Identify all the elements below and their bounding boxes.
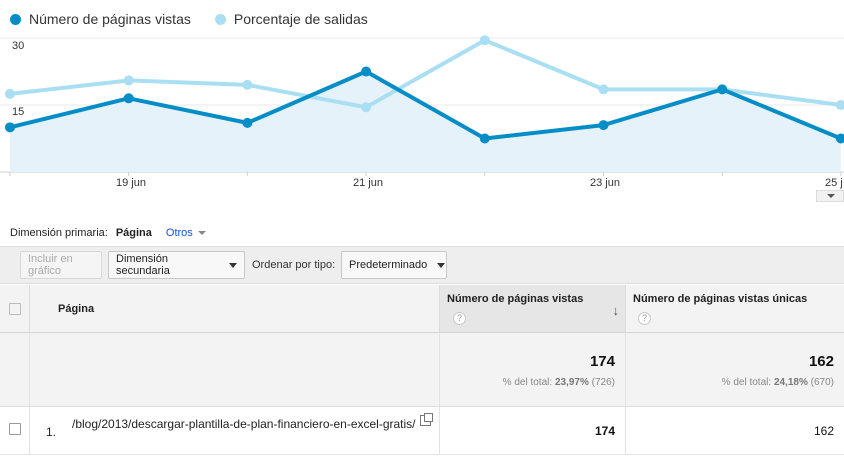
totals-checkbox-cell <box>0 333 30 406</box>
totals-page-cell <box>30 333 440 406</box>
external-link-icon[interactable] <box>420 413 433 426</box>
header-page-title: Página <box>58 303 95 315</box>
row-checkbox[interactable] <box>9 423 21 435</box>
row-checkbox-cell <box>0 407 30 454</box>
header-page-cell[interactable]: Página <box>30 285 440 332</box>
sort-descending-icon[interactable]: ↓ <box>612 303 620 318</box>
sort-type-label: Ordenar por tipo: <box>252 259 336 271</box>
chevron-down-icon <box>197 231 206 235</box>
sort-type-value: Predeterminado <box>349 259 428 271</box>
secondary-dimension-label: Dimensión secundaria <box>116 253 170 277</box>
series-line-exit-rate <box>9 38 842 110</box>
chart-svg <box>0 35 844 176</box>
y-tick-15: 15 <box>12 106 25 118</box>
header-views-title: Número de páginas vistas <box>447 293 584 305</box>
table-header-row: Página Número de páginas vistas ? ↓ Núme… <box>0 285 844 333</box>
secondary-dimension-dropdown[interactable]: Dimensión secundaria <box>108 251 245 279</box>
total-views-percent: % del total: 23,97% (726) <box>503 377 615 388</box>
total-unique-percent: % del total: 24,18% (670) <box>722 377 834 388</box>
total-views-value: 174 <box>589 353 615 370</box>
legend-item-exit-rate[interactable]: Porcentaje de salidas <box>214 11 368 27</box>
include-in-chart-label: Incluir en gráfico <box>28 253 73 277</box>
header-checkbox-cell <box>0 285 30 332</box>
total-views-percent-label: % del total: <box>502 377 553 388</box>
data-point-pageviews <box>242 117 253 128</box>
line-chart[interactable]: 30 15 19 jun 21 jun 23 jun 25 j <box>0 30 844 202</box>
primary-dimension-other[interactable]: Otros <box>166 227 206 239</box>
data-point-exit-rate <box>5 88 15 99</box>
row-views-value: 174 <box>594 424 615 438</box>
x-tick-19-jun: 19 jun <box>116 177 146 189</box>
legend-item-pageviews[interactable]: Número de páginas vistas <box>10 11 191 27</box>
select-all-checkbox[interactable] <box>9 303 21 315</box>
row-unique-value: 162 <box>813 424 834 438</box>
legend-label-exit-rate: Porcentaje de salidas <box>233 11 368 27</box>
totals-unique-cell: 162 % del total: 24,18% (670) <box>626 333 844 406</box>
header-views-cell[interactable]: Número de páginas vistas ? ↓ <box>440 285 626 332</box>
totals-views-cell: 174 % del total: 23,97% (726) <box>440 333 626 406</box>
data-point-exit-rate <box>123 75 134 86</box>
chevron-down-icon <box>229 262 237 268</box>
chart-range-dropdown[interactable] <box>816 190 844 202</box>
total-views-absolute: (726) <box>591 377 615 388</box>
chart-legend: Número de páginas vistas Porcentaje de s… <box>0 8 382 30</box>
data-point-exit-rate <box>479 35 490 46</box>
row-views-cell: 174 <box>440 407 626 454</box>
data-point-pageviews <box>835 133 844 144</box>
data-point-pageviews <box>717 84 728 95</box>
help-icon[interactable]: ? <box>453 312 466 325</box>
sort-type-dropdown[interactable]: Predeterminado <box>341 251 447 279</box>
header-unique-views-cell[interactable]: Número de páginas vistas únicas ? <box>626 285 844 332</box>
data-point-exit-rate <box>361 102 372 113</box>
series-area-pageviews <box>10 71 841 172</box>
data-point-pageviews <box>479 133 490 144</box>
legend-label-pageviews: Número de páginas vistas <box>29 11 191 27</box>
series-line-pageviews <box>9 69 842 141</box>
total-unique-percent-value: 24,18% <box>773 377 808 388</box>
table-row: 1. /blog/2013/descargar-plantilla-de-pla… <box>0 407 844 455</box>
legend-dot-pageviews <box>10 13 21 25</box>
row-page-cell: 1. /blog/2013/descargar-plantilla-de-pla… <box>30 407 440 454</box>
primary-dimension-current[interactable]: Página <box>115 227 152 239</box>
data-point-pageviews <box>5 122 15 133</box>
header-unique-views-title: Número de páginas vistas únicas <box>633 293 808 305</box>
total-unique-value: 162 <box>808 353 834 370</box>
totals-row: 174 % del total: 23,97% (726) 162 % del … <box>0 333 844 407</box>
row-index: 1. <box>46 425 57 439</box>
data-point-pageviews <box>598 120 609 131</box>
data-point-pageviews <box>361 66 372 77</box>
total-views-percent-value: 23,97% <box>554 377 589 388</box>
primary-dimension-bar: Dimensión primaria: Página Otros <box>10 225 206 241</box>
y-tick-30: 30 <box>12 40 25 52</box>
help-icon[interactable]: ? <box>638 312 651 325</box>
table-toolbar: Incluir en gráfico Dimensión secundaria … <box>0 246 844 284</box>
x-tick-21-jun: 21 jun <box>353 177 383 189</box>
legend-dot-exit-rate <box>214 13 226 25</box>
include-in-chart-button[interactable]: Incluir en gráfico <box>20 251 102 279</box>
x-tick-23-jun: 23 jun <box>590 177 620 189</box>
chevron-down-icon <box>437 262 446 268</box>
row-page-link[interactable]: /blog/2013/descargar-plantilla-de-plan-f… <box>72 417 416 431</box>
row-unique-cell: 162 <box>626 407 844 454</box>
data-point-pageviews <box>123 93 134 104</box>
data-point-exit-rate <box>242 79 253 90</box>
primary-dimension-other-label: Otros <box>165 227 193 239</box>
primary-dimension-label: Dimensión primaria: <box>10 227 108 239</box>
data-point-exit-rate <box>835 100 844 110</box>
data-point-exit-rate <box>598 84 609 95</box>
total-unique-absolute: (670) <box>810 377 834 388</box>
x-tick-25-jun: 25 j <box>825 177 843 189</box>
total-unique-percent-label: % del total: <box>721 377 772 388</box>
